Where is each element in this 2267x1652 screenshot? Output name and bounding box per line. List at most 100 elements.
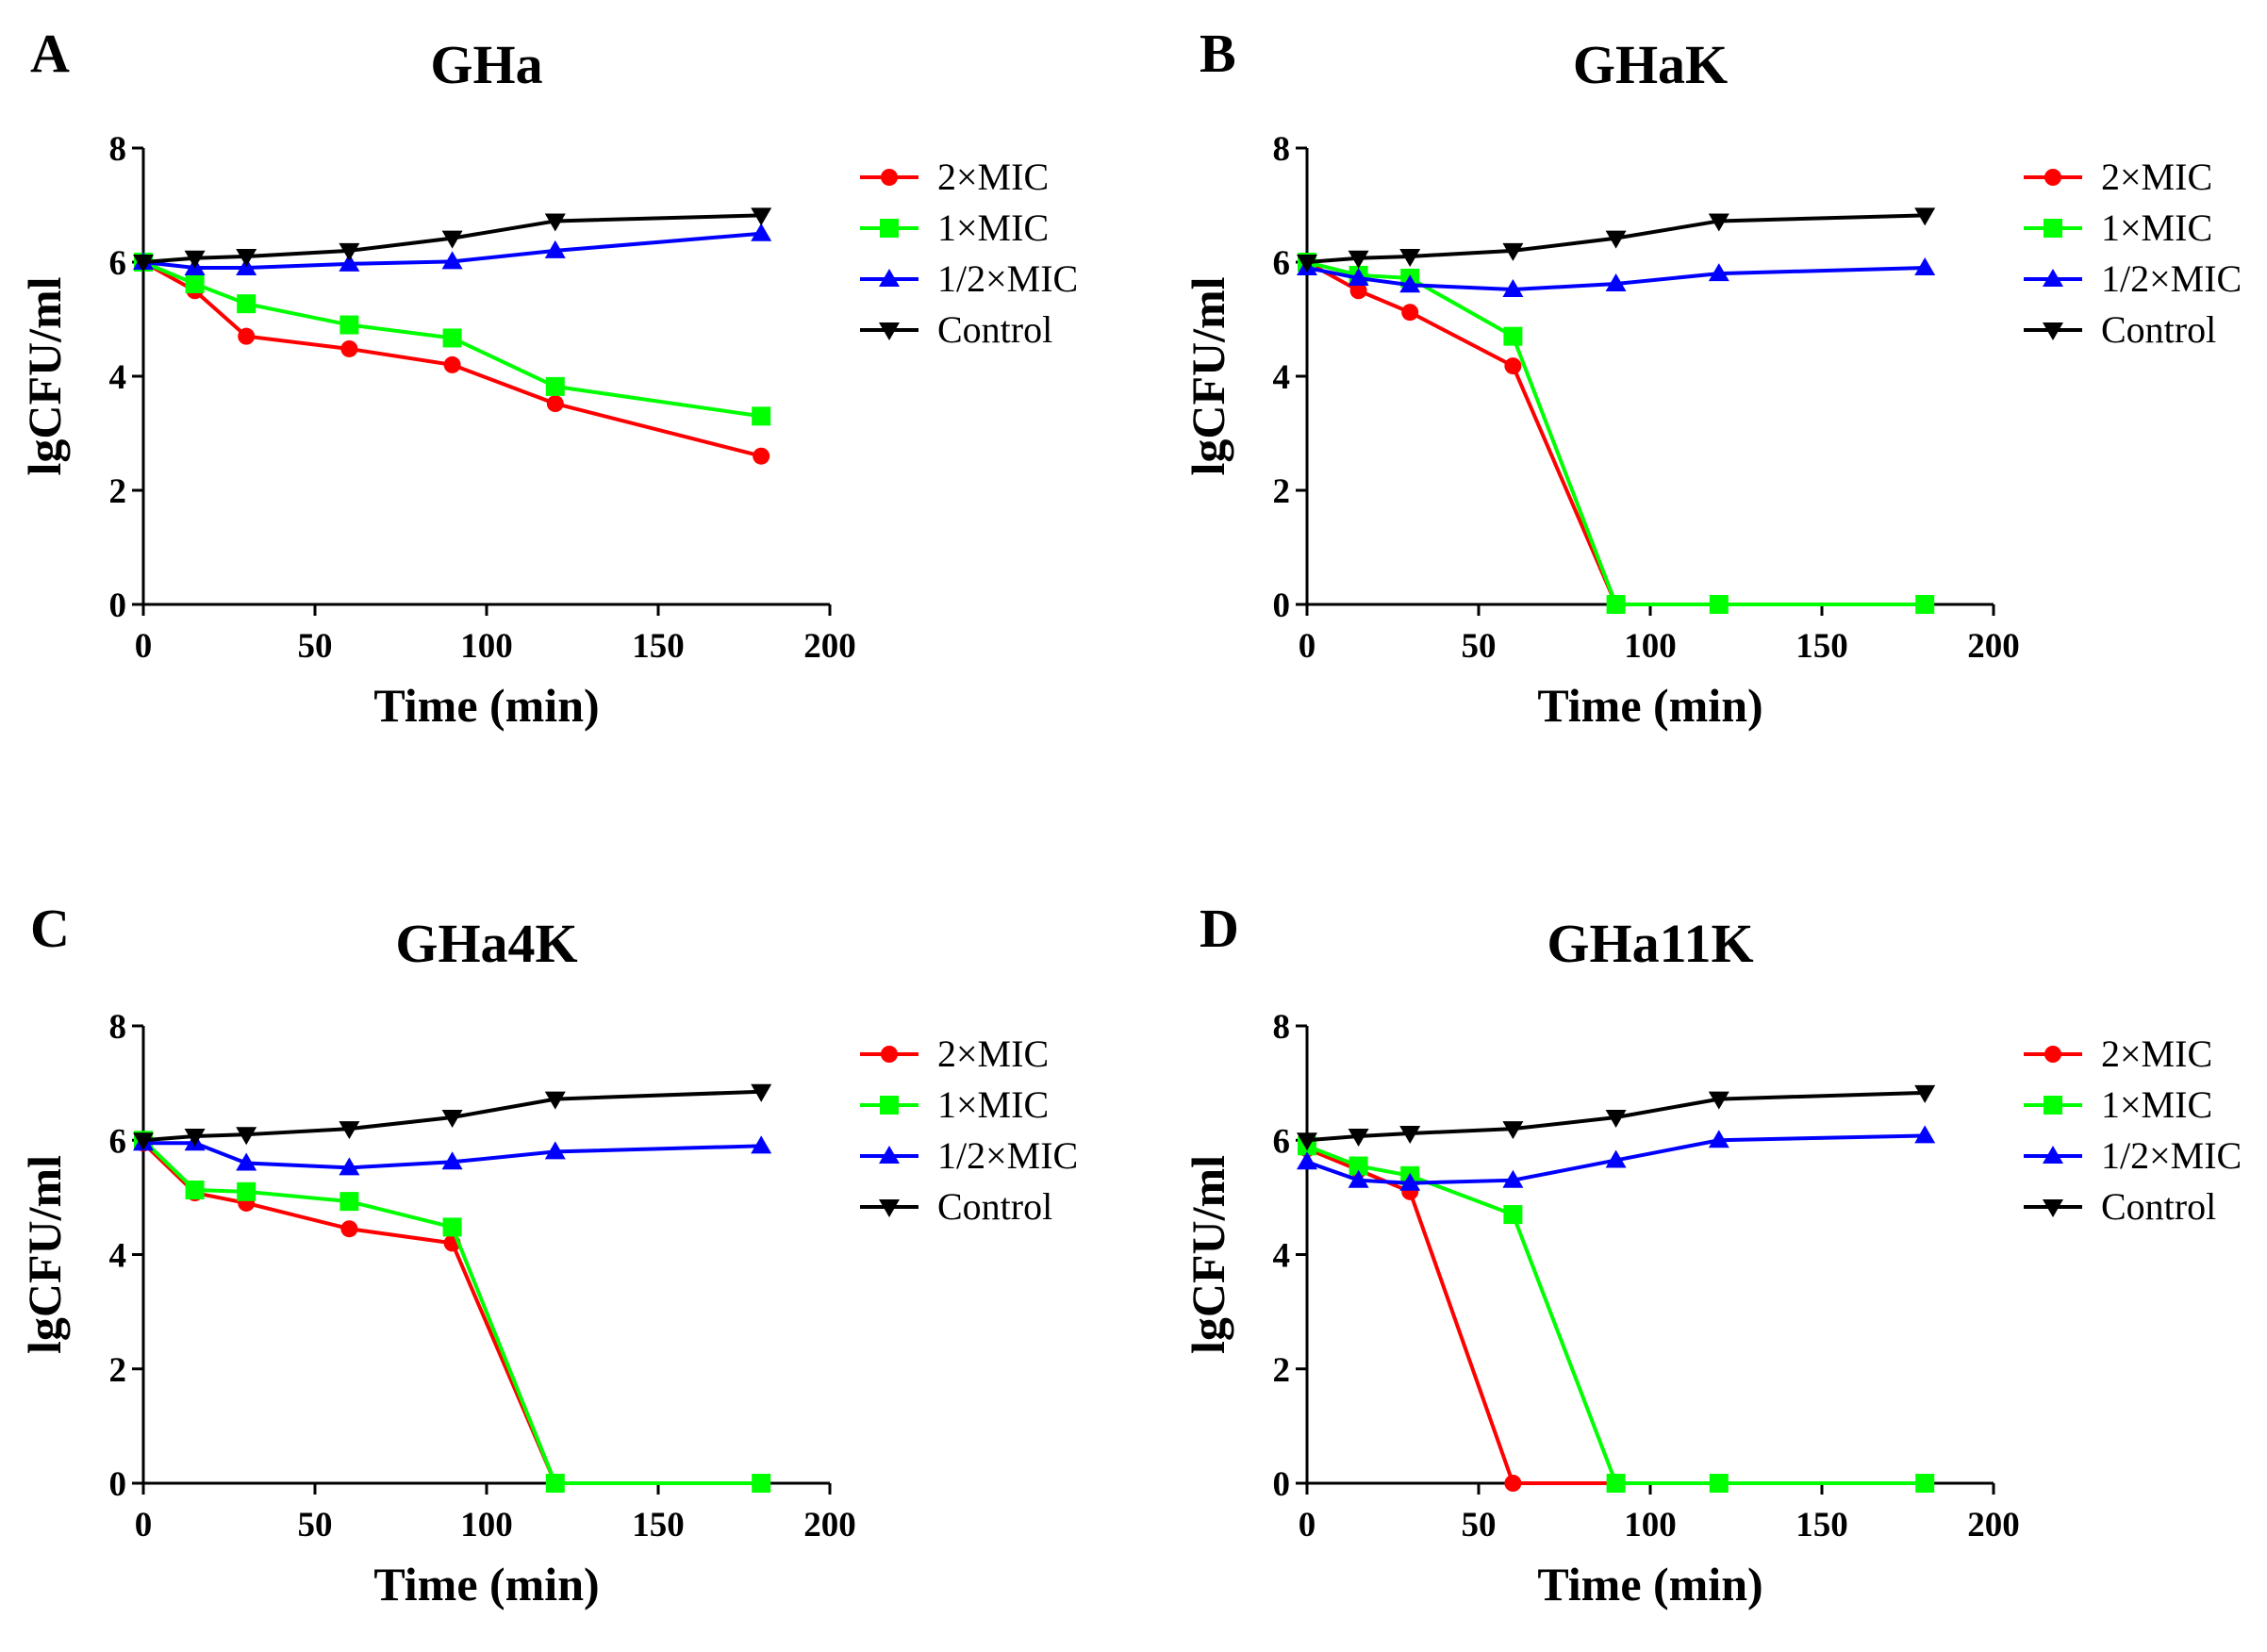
legend-label: Control bbox=[937, 1185, 1052, 1228]
legend-label: 2×MIC bbox=[937, 156, 1049, 198]
legend-marker bbox=[2043, 1146, 2063, 1164]
legend-entry: 1/2×MIC bbox=[860, 257, 1078, 300]
series-1×MIC bbox=[134, 253, 771, 426]
data-point bbox=[339, 1192, 359, 1212]
legend-marker bbox=[880, 1096, 899, 1115]
series-Control bbox=[133, 1083, 772, 1151]
data-point bbox=[545, 376, 565, 396]
y-tick-label: 0 bbox=[109, 586, 127, 625]
data-point bbox=[752, 1474, 771, 1493]
data-point bbox=[442, 1217, 462, 1237]
data-point bbox=[1502, 279, 1524, 298]
legend-label: 2×MIC bbox=[2101, 156, 2212, 198]
x-axis-label: Time (min) bbox=[373, 679, 599, 732]
data-point bbox=[339, 1121, 360, 1140]
data-point bbox=[1605, 230, 1627, 249]
y-axis-label: lgCFU/ml bbox=[1182, 276, 1234, 475]
data-point bbox=[1708, 263, 1729, 282]
data-point bbox=[1914, 207, 1936, 226]
x-tick-label: 150 bbox=[632, 627, 685, 666]
y-tick-label: 2 bbox=[1273, 1351, 1291, 1390]
legend-label: 1×MIC bbox=[937, 1083, 1049, 1126]
panel-b: B GHaK 0 2 4 6 8 0 50 100 150 200 Time (min) lgCFU/ml… bbox=[1182, 23, 2242, 732]
data-point bbox=[441, 251, 463, 270]
y-tick-label: 4 bbox=[1273, 358, 1291, 397]
data-point bbox=[339, 1157, 360, 1176]
legend-label: 1/2×MIC bbox=[937, 257, 1078, 300]
x-tick-label: 0 bbox=[135, 1506, 153, 1545]
data-point bbox=[545, 1474, 565, 1493]
data-point bbox=[1709, 1474, 1729, 1493]
legend-entry: 1/2×MIC bbox=[2024, 1134, 2242, 1177]
data-point bbox=[441, 230, 463, 249]
series-Control bbox=[1297, 207, 1936, 273]
x-tick-label: 150 bbox=[1795, 1506, 1848, 1545]
data-point bbox=[1709, 595, 1729, 614]
data-point bbox=[442, 328, 462, 348]
panel-letter: A bbox=[30, 23, 70, 84]
data-point bbox=[1399, 1125, 1421, 1144]
panel-a: A GHa 0 2 4 6 8 0 50 100 150 200 Time (min) lgCFU/ml 2… bbox=[18, 23, 1078, 732]
y-tick-label: 0 bbox=[109, 1465, 127, 1504]
data-point bbox=[184, 1129, 206, 1148]
x-tick-label: 100 bbox=[1624, 1506, 1677, 1545]
y-tick-label: 2 bbox=[109, 472, 127, 511]
x-tick-label: 200 bbox=[1967, 1506, 2020, 1545]
x-axis-label: Time (min) bbox=[1537, 1558, 1762, 1611]
legend-marker bbox=[879, 1146, 900, 1164]
data-point bbox=[1914, 1084, 1936, 1103]
series-Control bbox=[1297, 1084, 1936, 1151]
legend-label: 1×MIC bbox=[937, 206, 1049, 249]
data-point bbox=[1297, 255, 1317, 273]
legend-label: 2×MIC bbox=[2101, 1032, 2212, 1075]
data-point bbox=[441, 1110, 463, 1128]
data-point bbox=[236, 248, 257, 267]
chart-title: GHa11K bbox=[1547, 913, 1753, 974]
legend-marker bbox=[2044, 1096, 2062, 1115]
data-point bbox=[1605, 273, 1627, 291]
data-point bbox=[443, 355, 461, 373]
data-point bbox=[1708, 213, 1729, 232]
series-line bbox=[141, 1138, 762, 1485]
y-axis-label: lgCFU/ml bbox=[1182, 1155, 1234, 1354]
series-Control bbox=[133, 207, 772, 273]
data-point bbox=[339, 253, 360, 272]
series-2×MIC bbox=[1299, 1140, 1934, 1492]
panel-d: D GHa11K 0 2 4 6 8 0 50 100 150 200 Time (min) lgCFU/… bbox=[1182, 898, 2242, 1611]
legend-label: 1×MIC bbox=[2101, 1083, 2212, 1126]
data-point bbox=[1504, 1475, 1522, 1492]
series-2×MIC bbox=[135, 1134, 770, 1492]
data-point bbox=[237, 294, 256, 314]
y-axis-label: lgCFU/ml bbox=[18, 276, 71, 475]
legend-entry: 1×MIC bbox=[2024, 1083, 2212, 1126]
data-point bbox=[339, 242, 360, 261]
x-tick-label: 0 bbox=[1299, 627, 1316, 666]
y-tick-label: 6 bbox=[1273, 244, 1291, 283]
data-point bbox=[185, 1180, 205, 1199]
y-tick-label: 6 bbox=[109, 1122, 127, 1161]
x-tick-label: 0 bbox=[135, 627, 153, 666]
data-point bbox=[1914, 1125, 1936, 1144]
chart-title: GHa4K bbox=[395, 913, 577, 974]
legend-entry: Control bbox=[2024, 1185, 2216, 1228]
data-point bbox=[184, 250, 206, 269]
data-point bbox=[751, 1083, 772, 1102]
panel-letter: D bbox=[1200, 898, 1239, 959]
data-point bbox=[546, 395, 564, 413]
legend-entry: 1×MIC bbox=[860, 1083, 1049, 1126]
y-tick-label: 4 bbox=[109, 1237, 127, 1276]
data-point bbox=[751, 223, 772, 241]
legend-label: Control bbox=[2101, 1185, 2216, 1228]
legend-label: Control bbox=[2101, 308, 2216, 351]
data-point bbox=[1348, 250, 1369, 269]
data-point bbox=[1399, 1172, 1421, 1191]
legend-entry: 1/2×MIC bbox=[2024, 257, 2242, 300]
legend-marker bbox=[879, 1199, 900, 1217]
x-tick-label: 0 bbox=[1299, 1506, 1316, 1545]
legend-marker bbox=[2043, 322, 2063, 340]
legend-marker bbox=[879, 269, 900, 287]
x-tick-label: 50 bbox=[298, 1506, 333, 1545]
legend-entry: 2×MIC bbox=[2024, 156, 2212, 198]
data-point bbox=[1914, 257, 1936, 276]
